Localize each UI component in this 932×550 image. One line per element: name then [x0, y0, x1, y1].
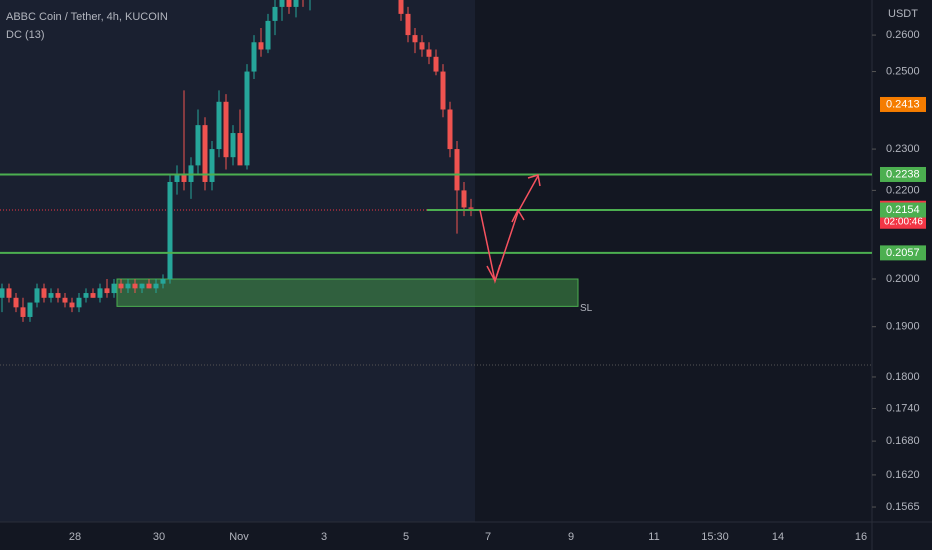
indicator-label: DC (13): [6, 29, 45, 41]
candle-body: [454, 149, 460, 191]
y-tick-label: 0.1620: [886, 469, 920, 481]
candle-body: [139, 283, 145, 289]
x-tick-label: 15:30: [701, 531, 729, 543]
candle-body: [6, 288, 12, 298]
price-tag: [880, 96, 926, 112]
candle-body: [48, 293, 54, 298]
countdown: 02:00:46: [884, 216, 923, 227]
candle-body: [55, 293, 61, 298]
candle-body: [223, 101, 229, 158]
price-tag-label: 0.2413: [886, 98, 920, 110]
candle-body: [251, 42, 257, 72]
y-tick-label: 0.2200: [886, 184, 920, 196]
y-tick-label: 0.2600: [886, 29, 920, 41]
candle-body: [41, 288, 47, 298]
candle-body: [146, 283, 152, 289]
price-tag-label: 0.2057: [886, 247, 920, 259]
candle-body: [279, 0, 285, 7]
candle-body: [419, 42, 425, 50]
candle-body: [468, 207, 474, 209]
price-tag-label: 0.2238: [886, 168, 920, 180]
candle-body: [118, 283, 124, 289]
candle-body: [447, 109, 453, 150]
x-tick-label: 16: [855, 531, 867, 543]
session-shade: [0, 0, 365, 522]
candle-body: [27, 302, 33, 317]
candle-body: [209, 149, 215, 182]
price-tag-label: 0.2154: [886, 204, 920, 216]
candle-body: [34, 288, 40, 303]
candle-body: [265, 20, 271, 50]
candle-body: [230, 133, 236, 158]
y-tick-label: 0.1740: [886, 402, 920, 414]
candle-body: [293, 0, 299, 7]
candle-body: [461, 190, 467, 208]
candle-body: [83, 293, 89, 298]
price-tag: [880, 202, 926, 218]
candle-body: [13, 297, 19, 308]
candle-body: [0, 288, 5, 298]
arrow-head: [527, 174, 541, 187]
candle-body: [405, 13, 411, 36]
price-tag: [880, 245, 926, 261]
candle-body: [69, 302, 75, 308]
arrows: [479, 174, 541, 284]
candle-body: [433, 56, 439, 72]
candle-body: [272, 6, 278, 21]
candle-body: [97, 288, 103, 298]
x-tick-label: 11: [648, 531, 659, 543]
zone-label: SL: [580, 303, 593, 314]
y-tick-label: 0.2300: [886, 143, 920, 155]
x-tick-label: 7: [485, 531, 491, 543]
candle-body: [167, 181, 173, 280]
candle-body: [174, 173, 180, 182]
arrow-head: [486, 264, 501, 283]
candle-body: [132, 283, 138, 289]
candle-body: [111, 283, 117, 294]
session-shade: [365, 0, 475, 522]
candle-body: [244, 71, 250, 166]
candle-body: [398, 0, 404, 14]
y-tick-label: 0.2000: [886, 273, 920, 285]
price-tag: [880, 166, 926, 182]
candle-body: [76, 297, 82, 308]
candle-body: [160, 279, 166, 284]
candle-body: [125, 283, 131, 289]
y-tick-label: 0.1565: [886, 501, 920, 513]
candle-body: [216, 101, 222, 150]
candle-body: [20, 307, 26, 317]
zone: [116, 278, 579, 307]
y-tick-label: 0.1680: [886, 435, 920, 447]
x-tick-label: 28: [69, 531, 81, 543]
candle-body: [195, 125, 201, 166]
candle-body: [286, 0, 292, 7]
x-tick-label: 14: [772, 531, 784, 543]
x-tick-label: 9: [568, 531, 574, 543]
y-tick-label: 0.1800: [886, 371, 920, 383]
candle-body: [104, 288, 110, 294]
candle-body: [153, 283, 159, 289]
candle-body: [426, 49, 432, 57]
chart-title: ABBC Coin / Tether, 4h, KUCOIN: [6, 11, 168, 23]
x-tick-label: Nov: [229, 531, 249, 543]
plot: [0, 0, 872, 322]
candle-body: [62, 297, 68, 303]
y-axis-label: USDT: [888, 8, 918, 20]
candle-body: [412, 35, 418, 43]
y-tick-label: 0.2500: [886, 65, 920, 77]
candle-body: [440, 71, 446, 110]
projection-path: [479, 175, 539, 284]
x-tick-label: 30: [153, 531, 165, 543]
arrow-head: [511, 208, 525, 223]
candle-body: [258, 42, 264, 50]
y-tick-label: 0.1900: [886, 321, 920, 333]
candle-body: [237, 133, 243, 166]
candle-body: [202, 125, 208, 182]
x-tick-label: 3: [321, 531, 327, 543]
x-tick-label: 5: [403, 531, 409, 543]
candle-body: [90, 293, 96, 298]
candle-body: [181, 173, 187, 182]
